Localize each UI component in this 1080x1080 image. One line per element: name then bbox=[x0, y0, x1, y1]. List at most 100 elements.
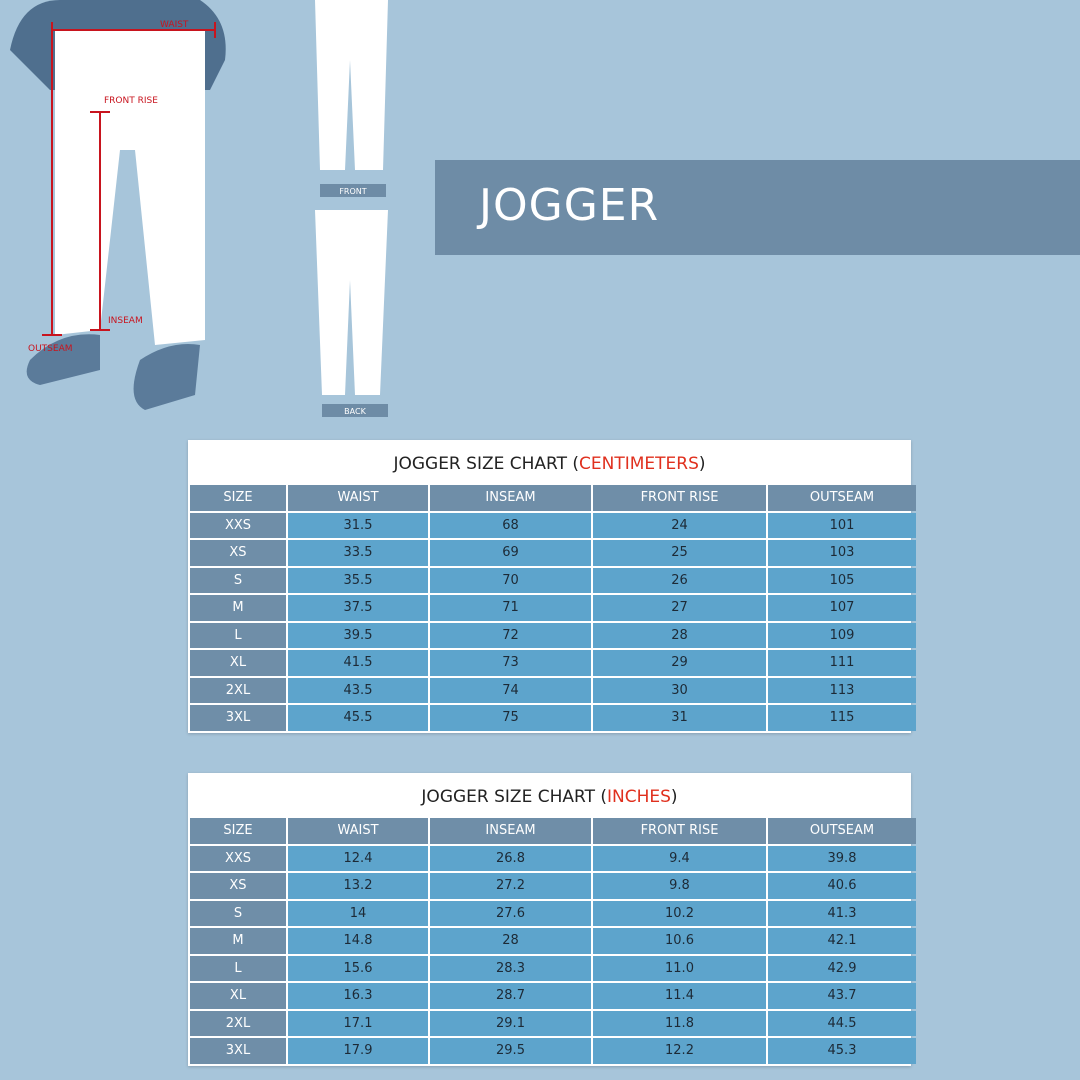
size-cell: M bbox=[190, 928, 286, 954]
value-cell: 42.9 bbox=[768, 955, 916, 981]
value-cell: 107 bbox=[768, 595, 916, 621]
waist-label: WAIST bbox=[160, 20, 189, 30]
value-cell: 74 bbox=[430, 677, 591, 703]
value-cell: 45.3 bbox=[768, 1038, 916, 1064]
value-cell: 39.5 bbox=[288, 622, 428, 648]
value-cell: 16.3 bbox=[288, 983, 428, 1009]
value-cell: 109 bbox=[768, 622, 916, 648]
banner: JOGGER bbox=[435, 160, 1080, 255]
banner-title: JOGGER bbox=[479, 180, 660, 231]
title-text: ) bbox=[670, 787, 678, 807]
front-label: FRONT bbox=[339, 187, 366, 196]
value-cell: 28 bbox=[430, 928, 591, 954]
value-cell: 113 bbox=[768, 677, 916, 703]
value-cell: 33.5 bbox=[288, 540, 428, 566]
title-text: JOGGER SIZE CHART ( bbox=[421, 787, 607, 807]
size-cell: 2XL bbox=[190, 677, 286, 703]
value-cell: 11.8 bbox=[593, 1010, 766, 1036]
value-cell: 13.2 bbox=[288, 873, 428, 899]
value-cell: 14.8 bbox=[288, 928, 428, 954]
value-cell: 35.5 bbox=[288, 567, 428, 593]
table-grid: SIZE WAIST INSEAM FRONT RISE OUTSEAM XXS 31.5 6… bbox=[188, 485, 916, 733]
value-cell: 41.3 bbox=[768, 900, 916, 926]
column-header: FRONT RISE bbox=[593, 818, 766, 844]
value-cell: 73 bbox=[430, 650, 591, 676]
size-cell: S bbox=[190, 567, 286, 593]
value-cell: 41.5 bbox=[288, 650, 428, 676]
value-cell: 25 bbox=[593, 540, 766, 566]
value-cell: 75 bbox=[430, 705, 591, 731]
inseam-label: INSEAM bbox=[108, 316, 143, 326]
table-grid: SIZE WAIST INSEAM FRONT RISE OUTSEAM XXS 12.4 2… bbox=[188, 818, 916, 1066]
value-cell: 10.6 bbox=[593, 928, 766, 954]
column-header: INSEAM bbox=[430, 485, 591, 511]
size-table: JOGGER SIZE CHART (INCHES) SIZE WAIST INSEA… bbox=[188, 773, 916, 1066]
value-cell: 15.6 bbox=[288, 955, 428, 981]
value-cell: 111 bbox=[768, 650, 916, 676]
value-cell: 40.6 bbox=[768, 873, 916, 899]
size-cell: 3XL bbox=[190, 705, 286, 731]
column-header: INSEAM bbox=[430, 818, 591, 844]
value-cell: 42.1 bbox=[768, 928, 916, 954]
title-text: ) bbox=[698, 454, 706, 474]
illustration: WAIST FRONT RISE INSEAM OUTSEAM FRONT BA… bbox=[10, 0, 388, 417]
size-cell: 3XL bbox=[190, 1038, 286, 1064]
size-cell: 2XL bbox=[190, 1010, 286, 1036]
value-cell: 10.2 bbox=[593, 900, 766, 926]
value-cell: 27 bbox=[593, 595, 766, 621]
value-cell: 28.7 bbox=[430, 983, 591, 1009]
value-cell: 17.1 bbox=[288, 1010, 428, 1036]
value-cell: 30 bbox=[593, 677, 766, 703]
value-cell: 11.0 bbox=[593, 955, 766, 981]
back-label: BACK bbox=[344, 407, 366, 416]
value-cell: 24 bbox=[593, 512, 766, 538]
size-cell: L bbox=[190, 955, 286, 981]
value-cell: 45.5 bbox=[288, 705, 428, 731]
value-cell: 27.6 bbox=[430, 900, 591, 926]
column-header: WAIST bbox=[288, 818, 428, 844]
column-header: WAIST bbox=[288, 485, 428, 511]
value-cell: 28 bbox=[593, 622, 766, 648]
size-cell: XS bbox=[190, 873, 286, 899]
value-cell: 29.1 bbox=[430, 1010, 591, 1036]
value-cell: 72 bbox=[430, 622, 591, 648]
size-cell: S bbox=[190, 900, 286, 926]
value-cell: 11.4 bbox=[593, 983, 766, 1009]
value-cell: 28.3 bbox=[430, 955, 591, 981]
value-cell: 103 bbox=[768, 540, 916, 566]
column-header: OUTSEAM bbox=[768, 818, 916, 844]
title-text: JOGGER SIZE CHART ( bbox=[393, 454, 580, 474]
value-cell: 26.8 bbox=[430, 845, 591, 871]
value-cell: 9.8 bbox=[593, 873, 766, 899]
table-title: JOGGER SIZE CHART (INCHES) bbox=[188, 773, 911, 818]
unit-label: CENTIMETERS bbox=[579, 454, 699, 474]
value-cell: 31.5 bbox=[288, 512, 428, 538]
column-header: SIZE bbox=[190, 818, 286, 844]
value-cell: 29.5 bbox=[430, 1038, 591, 1064]
size-cell: XS bbox=[190, 540, 286, 566]
value-cell: 44.5 bbox=[768, 1010, 916, 1036]
value-cell: 115 bbox=[768, 705, 916, 731]
value-cell: 9.4 bbox=[593, 845, 766, 871]
value-cell: 39.8 bbox=[768, 845, 916, 871]
value-cell: 14 bbox=[288, 900, 428, 926]
value-cell: 27.2 bbox=[430, 873, 591, 899]
column-header: OUTSEAM bbox=[768, 485, 916, 511]
unit-label: INCHES bbox=[607, 787, 671, 807]
value-cell: 17.9 bbox=[288, 1038, 428, 1064]
size-cell: XXS bbox=[190, 512, 286, 538]
value-cell: 31 bbox=[593, 705, 766, 731]
value-cell: 105 bbox=[768, 567, 916, 593]
column-header: FRONT RISE bbox=[593, 485, 766, 511]
size-cell: L bbox=[190, 622, 286, 648]
value-cell: 12.2 bbox=[593, 1038, 766, 1064]
size-cell: XL bbox=[190, 983, 286, 1009]
size-cell: XL bbox=[190, 650, 286, 676]
value-cell: 69 bbox=[430, 540, 591, 566]
value-cell: 29 bbox=[593, 650, 766, 676]
value-cell: 43.7 bbox=[768, 983, 916, 1009]
value-cell: 26 bbox=[593, 567, 766, 593]
value-cell: 101 bbox=[768, 512, 916, 538]
value-cell: 43.5 bbox=[288, 677, 428, 703]
